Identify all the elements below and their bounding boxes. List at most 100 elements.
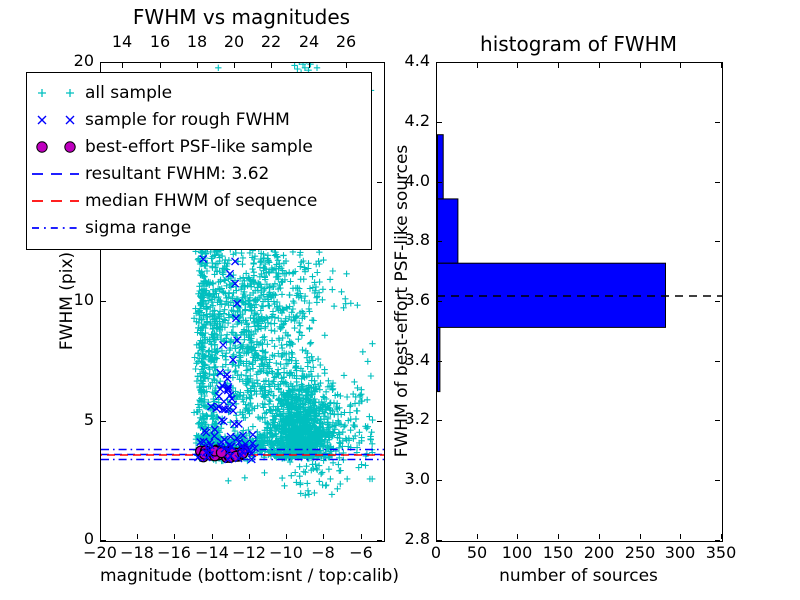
axis-tick	[558, 534, 559, 539]
axis-tick	[437, 241, 442, 242]
legend-marker-icon	[27, 80, 85, 106]
legend-item-label: sigma range	[85, 217, 192, 238]
y-tick-label-left: 0	[83, 529, 94, 548]
left-plot-title: FWHM vs magnitudes	[132, 5, 351, 29]
x-tick-label-top: 22	[260, 32, 282, 51]
legend-item-label: resultant FWHM: 3.62	[85, 163, 270, 184]
hist-y-tick-label: 3.2	[404, 409, 430, 428]
y-tick-label-left: 20	[73, 51, 94, 70]
x-tick-label-bottom: −16	[157, 543, 191, 562]
scatter-canvas	[101, 63, 384, 499]
axis-tick	[122, 63, 123, 68]
axis-tick	[160, 63, 161, 68]
legend-item: sigma range	[27, 214, 371, 241]
hist-y-tick-label: 3.6	[404, 290, 430, 309]
legend-item: all sample	[27, 79, 371, 106]
axis-tick	[377, 421, 382, 422]
histogram-bar	[437, 134, 444, 200]
x-tick-label-bottom: −6	[349, 543, 373, 562]
axis-tick	[517, 534, 518, 539]
hist-y-tick-label: 3.0	[404, 469, 430, 488]
axis-tick	[309, 63, 310, 68]
legend-marker-icon	[27, 215, 85, 241]
histogram-bar	[437, 326, 441, 393]
legend-marker-icon	[27, 134, 85, 160]
axis-tick	[680, 63, 681, 68]
axis-tick	[715, 480, 720, 481]
legend-item-label: sample for rough FWHM	[85, 109, 290, 130]
x-tick-label-bottom: −14	[195, 543, 229, 562]
axis-tick	[437, 420, 442, 421]
axis-tick	[437, 62, 442, 63]
x-tick-label-bottom: −12	[232, 543, 266, 562]
x-tick-label-top: 14	[111, 32, 133, 51]
histogram-bar	[437, 262, 666, 328]
y-tick-label-left: 10	[73, 290, 94, 309]
hist-x-tick-label: 350	[705, 543, 737, 562]
y-tick-label-left: 5	[83, 410, 94, 429]
histogram-plot	[436, 62, 723, 542]
axis-tick	[715, 182, 720, 183]
axis-tick	[640, 534, 641, 539]
axis-tick	[437, 480, 442, 481]
axis-tick	[323, 534, 324, 539]
axis-tick	[477, 63, 478, 68]
axis-tick	[437, 540, 442, 541]
legend-item-label: all sample	[85, 82, 173, 103]
axis-tick	[477, 534, 478, 539]
axis-tick	[101, 301, 106, 302]
axis-tick	[377, 540, 382, 541]
axis-tick	[101, 421, 106, 422]
legend-item: sample for rough FWHM	[27, 106, 371, 133]
axis-tick	[174, 534, 175, 539]
axis-tick	[715, 62, 720, 63]
hist-y-tick-label: 3.4	[404, 350, 430, 369]
hist-x-tick-label: 250	[624, 543, 656, 562]
x-tick-label-top: 24	[298, 32, 320, 51]
axis-tick	[436, 534, 437, 539]
axis-tick	[640, 63, 641, 68]
hist-y-tick-label: 2.8	[404, 529, 430, 548]
axis-tick	[271, 63, 272, 68]
left-xaxis-label: magnitude (bottom:isnt / top:calib)	[100, 566, 399, 586]
axis-tick	[680, 534, 681, 539]
axis-tick	[715, 420, 720, 421]
legend-marker-icon	[27, 188, 85, 214]
axis-tick	[721, 63, 722, 68]
axis-tick	[437, 122, 442, 123]
x-tick-label-top: 18	[186, 32, 208, 51]
axis-tick	[715, 122, 720, 123]
axis-tick	[346, 63, 347, 68]
hist-y-tick-label: 4.0	[404, 171, 430, 190]
axis-tick	[715, 361, 720, 362]
axis-tick	[137, 534, 138, 539]
axis-tick	[517, 63, 518, 68]
axis-tick	[100, 534, 101, 539]
axis-tick	[599, 63, 600, 68]
hist-x-tick-label: 200	[583, 543, 615, 562]
legend-marker-icon	[27, 107, 85, 133]
axis-tick	[436, 63, 437, 68]
x-tick-label-top: 20	[223, 32, 245, 51]
legend-item: resultant FWHM: 3.62	[27, 160, 371, 187]
axis-tick	[212, 534, 213, 539]
axis-tick	[249, 534, 250, 539]
histogram-bar	[437, 198, 459, 264]
legend-item: median FHWM of sequence	[27, 187, 371, 214]
axis-tick	[599, 534, 600, 539]
axis-tick	[715, 241, 720, 242]
axis-tick	[101, 540, 106, 541]
legend-item-label: median FHWM of sequence	[85, 190, 318, 211]
x-tick-label-top: 16	[149, 32, 171, 51]
legend-marker-icon	[27, 161, 85, 187]
axis-tick	[377, 182, 382, 183]
x-tick-label-bottom: −18	[120, 543, 154, 562]
axis-tick	[715, 301, 720, 302]
axis-tick	[377, 62, 382, 63]
x-tick-label-bottom: −10	[269, 543, 303, 562]
legend: all sample sample for rough FWHM best-effo…	[26, 72, 372, 250]
hist-x-tick-label: 50	[466, 543, 488, 562]
axis-tick	[721, 534, 722, 539]
axis-tick	[437, 182, 442, 183]
hist-x-tick-label: 0	[430, 543, 442, 562]
